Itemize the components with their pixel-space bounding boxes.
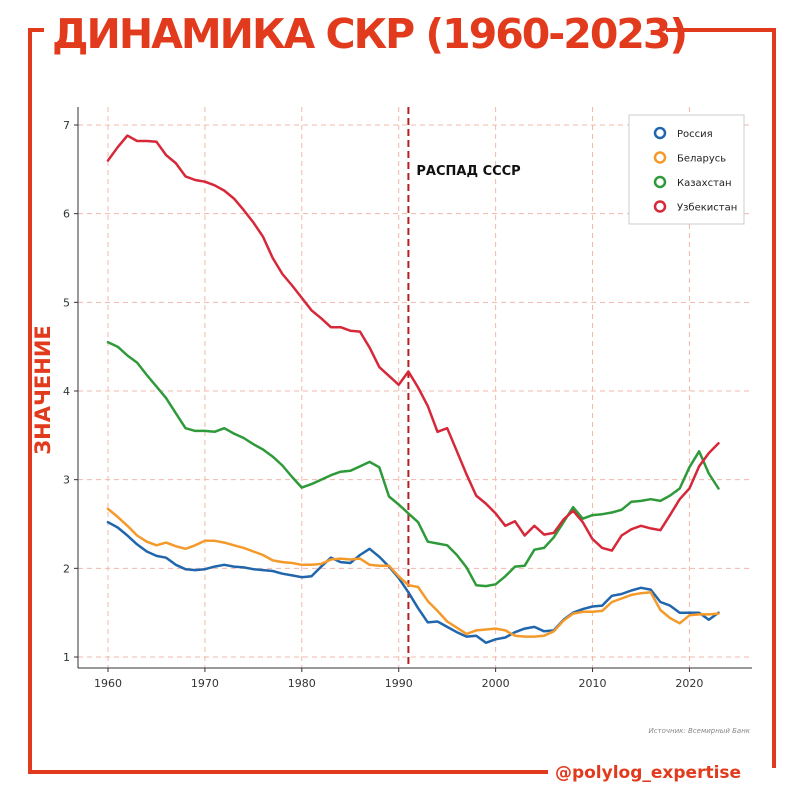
legend-label: Казахстан — [677, 178, 732, 189]
legend-label: Россия — [677, 129, 713, 140]
x-tick-label: 1970 — [191, 677, 219, 690]
x-tick-label: 2020 — [675, 677, 703, 690]
series-line — [106, 134, 720, 552]
y-tick-label: 6 — [63, 208, 70, 221]
x-tick-labels: 1960 1970 1980 1990 2000 2010 2020 — [94, 668, 703, 690]
frame-top-right — [666, 28, 776, 32]
series-line — [106, 507, 720, 638]
legend-label: Узбекистан — [677, 203, 737, 214]
grid — [78, 107, 752, 668]
legend: Россия Беларусь Казахстан Узбекистан — [628, 114, 745, 225]
ussr-collapse-marker: РАСПАД СССР — [407, 107, 521, 668]
legend-marker — [653, 151, 667, 164]
y-tick-label: 5 — [63, 296, 70, 309]
frame-right — [772, 28, 776, 768]
series-line — [106, 520, 720, 645]
y-tick-labels: 1 2 3 4 5 6 7 — [63, 119, 78, 664]
frame-top-left — [28, 28, 44, 32]
y-tick-label: 7 — [63, 119, 70, 132]
legend-marker — [653, 175, 667, 189]
author-handle: @polylog_expertise — [554, 763, 742, 783]
frame-bottom — [28, 770, 548, 774]
annotation-label: РАСПАД СССР — [416, 164, 520, 179]
legend-label: Беларусь — [677, 154, 726, 165]
y-tick-label: 4 — [63, 385, 70, 398]
x-tick-label: 1990 — [385, 677, 413, 690]
legend-marker — [653, 126, 667, 140]
x-tick-label: 2010 — [579, 677, 607, 690]
y-tick-label: 2 — [63, 562, 70, 575]
y-tick-label: 3 — [63, 474, 70, 487]
source-note: Источник: Всемирный Банк — [648, 727, 750, 735]
series-line — [106, 340, 720, 588]
frame-left — [28, 28, 32, 774]
series-lines — [106, 134, 720, 645]
axes — [77, 107, 752, 669]
legend-marker — [653, 200, 667, 213]
legend-box — [628, 114, 745, 225]
page-title: ДИНАМИКА СКР (1960-2023) — [52, 10, 688, 58]
x-tick-label: 2000 — [482, 677, 510, 690]
x-tick-label: 1980 — [288, 677, 316, 690]
x-tick-label: 1960 — [94, 677, 122, 690]
y-tick-label: 1 — [63, 651, 70, 664]
y-axis-label: ЗНАЧЕНИЕ — [31, 325, 55, 455]
